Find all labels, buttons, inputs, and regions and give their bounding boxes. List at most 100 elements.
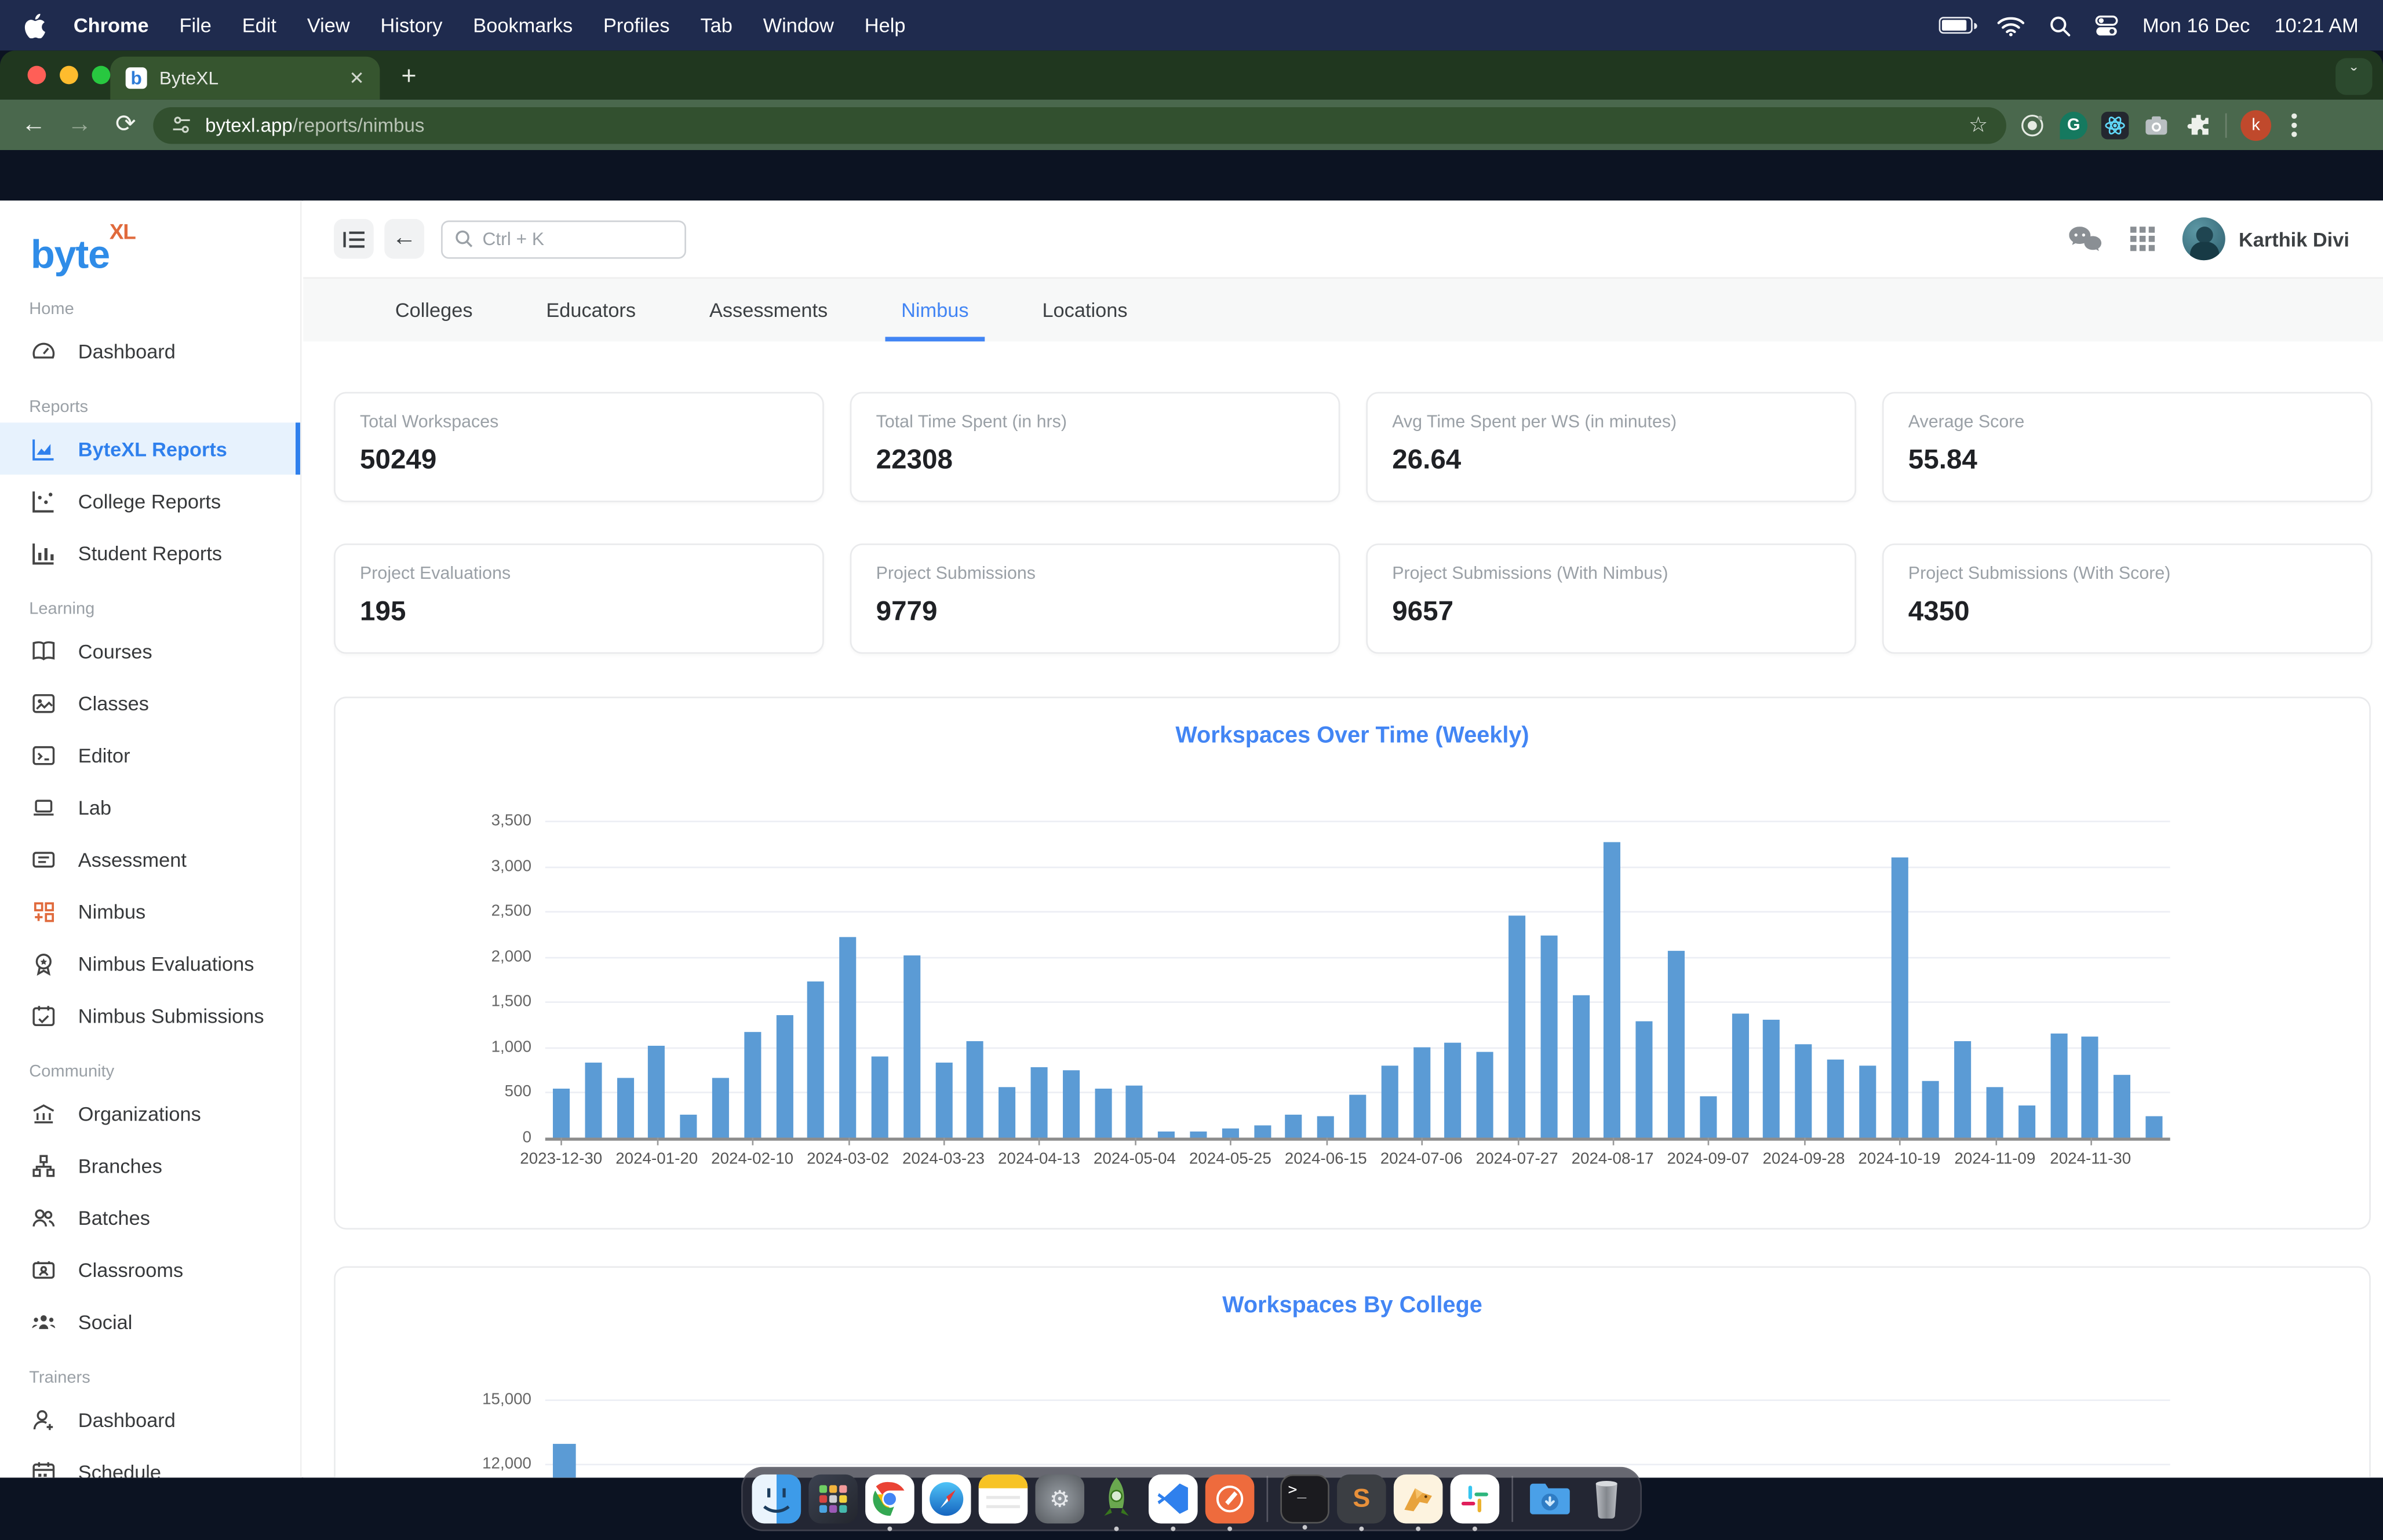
weekly-bar[interactable] [1094,1089,1112,1138]
weekly-bar[interactable] [1667,951,1685,1138]
tab-assessments[interactable]: Assessments [709,298,828,322]
weekly-bar[interactable] [1349,1095,1367,1138]
weekly-bar[interactable] [1731,1014,1749,1138]
extensions-puzzle-icon[interactable] [2184,111,2211,139]
page-back-button[interactable]: ← [384,218,425,259]
dock-icon-safari[interactable] [921,1474,971,1524]
sidebar-item-schedule[interactable]: Schedule [0,1446,300,1478]
menu-edit[interactable]: Edit [242,13,276,37]
weekly-bar[interactable] [1636,1020,1653,1138]
tab-nimbus[interactable]: Nimbus [886,298,985,342]
chrome-menu-icon[interactable]: • • • [2290,103,2298,145]
tab-locations[interactable]: Locations [1042,298,1128,322]
sidebar-item-classrooms[interactable]: Classrooms [0,1243,300,1296]
weekly-bar[interactable] [2114,1074,2131,1138]
dock-icon-vscode[interactable] [1149,1474,1198,1531]
menu-profiles[interactable]: Profiles [603,13,670,37]
weekly-bar[interactable] [1572,995,1590,1138]
weekly-bar[interactable] [552,1089,570,1138]
weekly-bar[interactable] [1763,1020,1780,1138]
menu-view[interactable]: View [307,13,350,37]
tab-colleges[interactable]: Colleges [395,298,473,322]
weekly-bar[interactable] [1062,1070,1080,1138]
weekly-bar[interactable] [1890,857,1908,1138]
chrome-profile-avatar[interactable]: k [2240,109,2272,140]
weekly-bar[interactable] [1508,915,1526,1138]
sidebar-item-dashboard[interactable]: Dashboard [0,324,300,377]
react-devtools-icon[interactable] [2101,111,2129,139]
dock-icon-finder[interactable] [752,1474,801,1524]
menu-history[interactable]: History [380,13,443,37]
weekly-bar[interactable] [1445,1042,1462,1138]
search-input[interactable]: Ctrl + K [441,220,686,258]
sidebar-item-organizations[interactable]: Organizations [0,1087,300,1139]
weekly-bar[interactable] [935,1062,952,1138]
site-settings-icon[interactable] [172,115,191,134]
weekly-bar[interactable] [1158,1131,1175,1138]
menubar-app-name[interactable]: Chrome [73,13,149,37]
weekly-bar[interactable] [2018,1105,2035,1138]
dock-icon-downloads[interactable] [1525,1475,1575,1524]
sidebar-item-nimbus-submissions[interactable]: Nimbus Submissions [0,989,300,1041]
weekly-bar[interactable] [744,1031,761,1138]
sidebar-item-social[interactable]: Social [0,1296,300,1348]
sidebar-item-nimbus-evaluations[interactable]: Nimbus Evaluations [0,937,300,989]
dock-icon-terminal[interactable]: >_ [1280,1474,1329,1530]
new-tab-button[interactable]: + [401,61,417,90]
user-menu[interactable]: Karthik Divi [2182,217,2349,261]
address-bar[interactable]: bytexl.app/reports/nimbus ☆ [153,106,2006,144]
close-window-button[interactable] [27,65,46,85]
sidebar-item-lab[interactable]: Lab [0,781,300,833]
sidebar-item-batches[interactable]: Batches [0,1191,300,1243]
weekly-bar[interactable] [2145,1116,2163,1138]
weekly-bar[interactable] [1030,1068,1048,1138]
sidebar-item-dashboard[interactable]: Dashboard [0,1393,300,1446]
weekly-bar[interactable] [680,1115,697,1138]
sidebar-item-assessment[interactable]: Assessment [0,833,300,885]
chat-icon[interactable] [2068,227,2103,251]
weekly-bar[interactable] [1254,1126,1271,1138]
weekly-bar[interactable] [1126,1085,1143,1138]
weekly-bar[interactable] [1827,1059,1844,1138]
dock-icon-pgadmin[interactable] [1393,1474,1443,1531]
weekly-bar[interactable] [616,1078,633,1138]
spotlight-icon[interactable] [2049,14,2071,36]
weekly-bar[interactable] [1413,1047,1430,1138]
dock-icon-trash[interactable] [1582,1475,1631,1524]
back-button[interactable]: ← [21,111,46,137]
minimize-window-button[interactable] [60,65,78,85]
wifi-icon[interactable] [1997,14,2025,36]
sidebar-item-nimbus[interactable]: Nimbus [0,885,300,937]
weekly-bar[interactable] [1381,1065,1398,1138]
weekly-bar[interactable] [1285,1114,1303,1138]
grammarly-extension-icon[interactable]: G [2060,111,2087,139]
weekly-bar[interactable] [871,1057,888,1138]
weekly-bar[interactable] [1190,1130,1207,1138]
menu-window[interactable]: Window [763,13,834,37]
weekly-bar[interactable] [1986,1088,2003,1138]
weekly-bar[interactable] [839,937,857,1138]
dock-icon-postman[interactable] [1205,1474,1255,1531]
tab-search-button[interactable]: ˇ [2335,58,2373,95]
sidebar-item-student-reports[interactable]: Student Reports [0,527,300,579]
sidebar-item-college-reports[interactable]: College Reports [0,475,300,527]
weekly-bar[interactable] [584,1062,602,1138]
weekly-bar[interactable] [1859,1065,1876,1138]
weekly-bar[interactable] [775,1014,793,1138]
browser-tab[interactable]: b ByteXL ✕ [110,56,380,100]
bookmark-star-icon[interactable]: ☆ [1969,111,1988,137]
battery-icon[interactable] [1939,17,1977,34]
weekly-bar[interactable] [1699,1096,1717,1138]
menu-file[interactable]: File [179,13,212,37]
weekly-bar[interactable] [967,1041,984,1138]
weekly-bar[interactable] [1795,1043,1812,1138]
forward-button[interactable]: → [67,111,92,137]
screenshot-extension-icon[interactable] [2142,111,2170,139]
weekly-bar[interactable] [1922,1081,1940,1138]
college-bar[interactable] [553,1444,576,1478]
dock-icon-chrome[interactable] [865,1474,914,1531]
dock-icon-settings[interactable]: ⚙ [1035,1474,1085,1524]
dock-icon-sublime[interactable]: S [1337,1474,1386,1531]
weekly-bar[interactable] [1540,935,1558,1138]
control-center-icon[interactable] [2095,14,2118,36]
